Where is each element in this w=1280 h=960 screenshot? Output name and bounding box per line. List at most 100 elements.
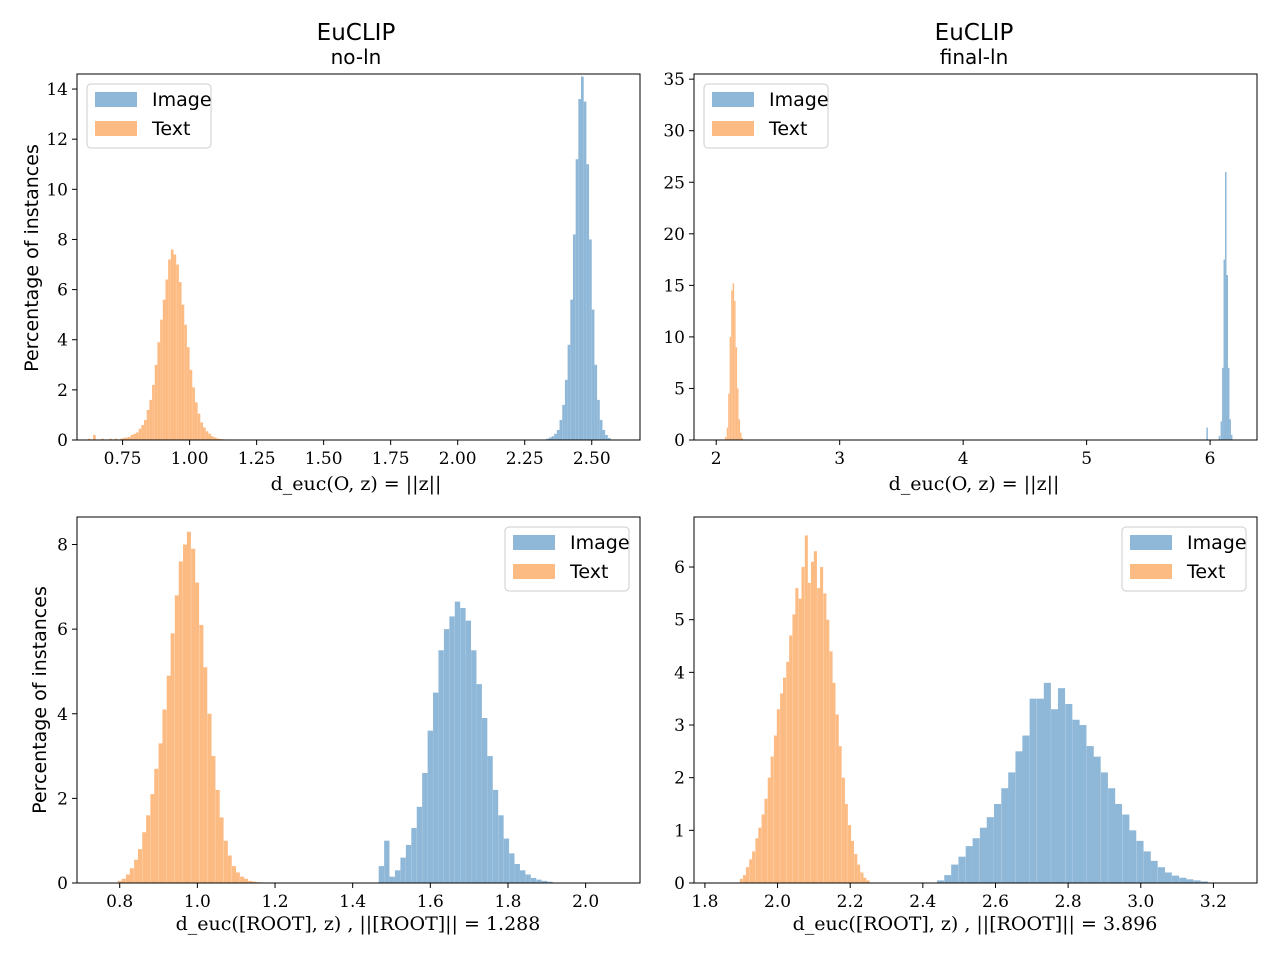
histogram-bar: [1172, 875, 1180, 883]
histogram-bar: [194, 402, 198, 440]
histogram-bar: [240, 876, 245, 883]
histogram-bar: [223, 840, 228, 883]
legend: Image Text: [1121, 526, 1247, 592]
histogram-bar: [597, 399, 600, 440]
histogram-bar: [454, 601, 461, 883]
series-text: [724, 283, 744, 440]
histogram-bar: [567, 344, 571, 440]
histogram-bar: [728, 393, 730, 440]
histogram-bar: [832, 682, 836, 883]
histogram-bar: [1079, 725, 1087, 883]
histogram-bar: [556, 429, 560, 440]
histogram-bar: [93, 434, 96, 440]
x-tick-label: 6: [1205, 449, 1216, 469]
histogram-bar: [965, 846, 973, 883]
legend-label-image: Image: [570, 532, 630, 554]
histogram-bar: [737, 388, 739, 440]
histogram-bar: [559, 419, 563, 440]
histogram-bar: [395, 870, 401, 883]
histogram-bar: [944, 875, 952, 883]
histogram-bar: [142, 832, 147, 883]
histogram-bar: [122, 437, 126, 440]
histogram-bar: [731, 290, 733, 440]
histogram-bar: [789, 635, 793, 883]
histogram-bar: [125, 437, 128, 440]
legend-label-image: Image: [152, 89, 212, 111]
histogram-bar: [101, 438, 104, 440]
histogram-bar: [197, 413, 201, 440]
histogram-bar: [129, 868, 134, 883]
x-tick-label: 2.0: [572, 892, 599, 912]
panel-subtitle: final-ln: [940, 45, 1009, 69]
histogram-bar: [758, 827, 762, 883]
histogram-bar: [570, 299, 573, 440]
histogram-bar: [807, 582, 811, 883]
series-image: [378, 601, 553, 883]
histogram-bar: [562, 404, 565, 440]
y-tick-label: 0: [674, 874, 685, 894]
histogram-bar: [460, 607, 466, 883]
histogram-bar: [1122, 814, 1130, 883]
y-tick-label: 4: [57, 331, 68, 351]
histogram-bar: [863, 877, 867, 883]
histogram-bar: [384, 840, 390, 883]
histogram-bar: [795, 588, 799, 883]
histogram-bar: [465, 620, 472, 883]
histogram-bar: [1229, 419, 1231, 440]
histogram-bar: [602, 429, 606, 440]
histogram-bar: [1057, 688, 1066, 883]
histogram-bar: [215, 789, 220, 883]
x-tick-label: 2.4: [909, 892, 936, 912]
x-axis-label: d_euc([ROOT], z) , ||[ROOT]|| = 3.896: [793, 913, 1158, 935]
histogram-bar: [1086, 746, 1094, 883]
histogram-bar: [1001, 788, 1009, 883]
histogram-bar: [520, 870, 526, 883]
y-tick-label: 8: [57, 230, 68, 250]
histogram-bar: [1218, 435, 1221, 440]
legend-label-text: Text: [768, 118, 807, 140]
x-tick-label: 1.50: [305, 449, 343, 469]
histogram-bar: [972, 838, 980, 883]
histogram-bar: [780, 693, 784, 883]
histogram-bar: [213, 437, 217, 440]
legend-swatch-image: [712, 92, 754, 107]
y-tick-label: 12: [46, 130, 68, 150]
histogram-bar: [134, 859, 139, 883]
histogram-bar: [157, 342, 161, 440]
histogram-bar: [1036, 698, 1045, 883]
histogram-bar: [438, 650, 444, 883]
x-tick-label: 1.2: [261, 892, 288, 912]
x-axis-label: d_euc(O, z) = ||z||: [889, 473, 1060, 495]
histogram-bar: [130, 434, 134, 440]
histogram-bar: [860, 872, 864, 883]
y-tick-label: 5: [674, 379, 685, 399]
histogram-bar: [152, 384, 155, 440]
histogram-bar: [135, 432, 139, 440]
axes-frame: [693, 516, 1258, 884]
histogram-bar: [252, 881, 257, 883]
y-tick-label: 10: [46, 180, 68, 200]
legend-swatch-text: [513, 564, 555, 579]
histogram-bar: [554, 433, 557, 440]
histogram-bar: [951, 864, 959, 883]
histogram-bar: [798, 598, 802, 883]
histogram-bar: [1220, 421, 1223, 440]
x-tick-label: 2.2: [837, 892, 864, 912]
histogram-bar: [591, 309, 595, 440]
plot-area: 0.75 1.00 1.25 1.50 1.75 2.00 2.25 2.50 0 2 4 6 8 10 1…: [46, 73, 641, 469]
y-tick-label: 30: [663, 122, 685, 142]
histogram-bar: [1206, 427, 1208, 440]
x-tick-label: 2.50: [573, 449, 611, 469]
histogram-bar: [158, 743, 163, 883]
histogram-bar: [492, 789, 499, 883]
histogram-bar: [541, 880, 548, 883]
histogram-bar: [487, 756, 493, 883]
histogram-bar: [509, 853, 515, 883]
histogram-bar: [389, 876, 395, 883]
panel-title: EuCLIP: [935, 20, 1014, 46]
histogram-bar: [738, 419, 741, 440]
histogram-bar: [589, 239, 592, 440]
histogram-bar: [994, 804, 1002, 883]
histogram-bar: [1114, 804, 1123, 883]
histogram-bar: [411, 827, 417, 883]
